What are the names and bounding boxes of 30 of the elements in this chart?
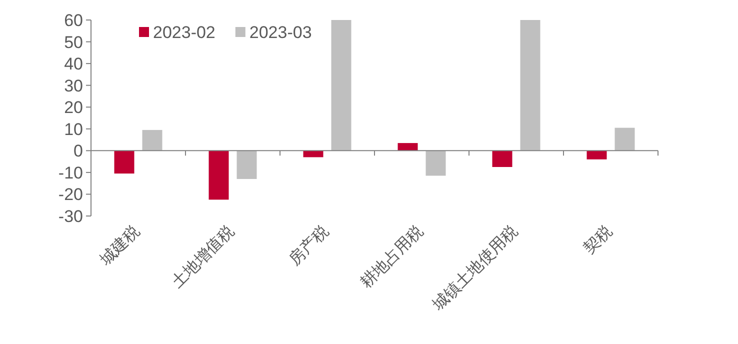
- x-tick-label: 契税: [580, 222, 616, 258]
- y-tick-label: 30: [64, 76, 83, 96]
- bar: [236, 150, 257, 179]
- bar: [520, 20, 540, 151]
- bar: [331, 20, 352, 151]
- y-tick-label: -30: [58, 207, 83, 226]
- y-tick-label: 20: [64, 98, 83, 118]
- y-tick-label: 60: [64, 11, 83, 30]
- x-tick-label: 房产税: [285, 222, 332, 269]
- bar: [426, 150, 446, 176]
- y-tick-label: 50: [64, 32, 83, 52]
- y-tick-label: -10: [58, 163, 83, 182]
- bar: [398, 143, 418, 151]
- x-tick-label: 土地增值税: [168, 222, 238, 292]
- bar: [114, 150, 134, 174]
- bar: [586, 150, 607, 160]
- y-tick-label: -20: [58, 185, 83, 204]
- bar: [303, 150, 324, 158]
- legend-label: 2023-02: [153, 23, 216, 42]
- bar: [208, 150, 229, 200]
- bar: [492, 150, 512, 167]
- bar: [142, 130, 162, 151]
- y-tick-label: 40: [64, 54, 83, 74]
- y-tick-label: 0: [74, 142, 83, 161]
- y-tick-label: 10: [64, 120, 83, 139]
- x-tick-label: 耕地占用税: [357, 222, 427, 292]
- x-tick-label: 城建税: [96, 222, 144, 270]
- legend-label: 2023-03: [249, 23, 312, 42]
- x-tick-label: 城镇土地使用税: [428, 222, 522, 315]
- bar: [614, 128, 635, 151]
